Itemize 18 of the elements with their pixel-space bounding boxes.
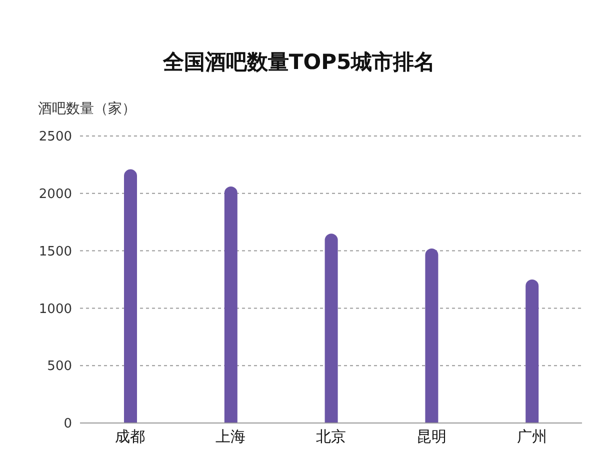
y-axis-title: 酒吧数量（家） — [38, 100, 136, 118]
bar — [425, 248, 438, 423]
x-tick-label: 北京 — [316, 428, 346, 446]
y-tick-label: 1500 — [38, 244, 72, 260]
x-tick-label: 成都 — [115, 428, 146, 446]
y-tick-label: 0 — [64, 416, 72, 432]
bar — [526, 280, 539, 423]
bar — [224, 186, 238, 423]
bar — [324, 234, 338, 423]
bar — [124, 169, 137, 423]
x-tick-label: 广州 — [516, 428, 547, 446]
y-tick-label: 2500 — [38, 130, 72, 145]
y-tick-label: 1000 — [38, 302, 72, 317]
chart-title: 全国酒吧数量TOP5城市排名 — [162, 49, 436, 76]
x-tick-label: 昆明 — [416, 428, 446, 446]
y-tick-label: 2000 — [38, 187, 72, 202]
y-tick-label: 500 — [47, 359, 72, 374]
x-tick-label: 上海 — [216, 428, 246, 446]
